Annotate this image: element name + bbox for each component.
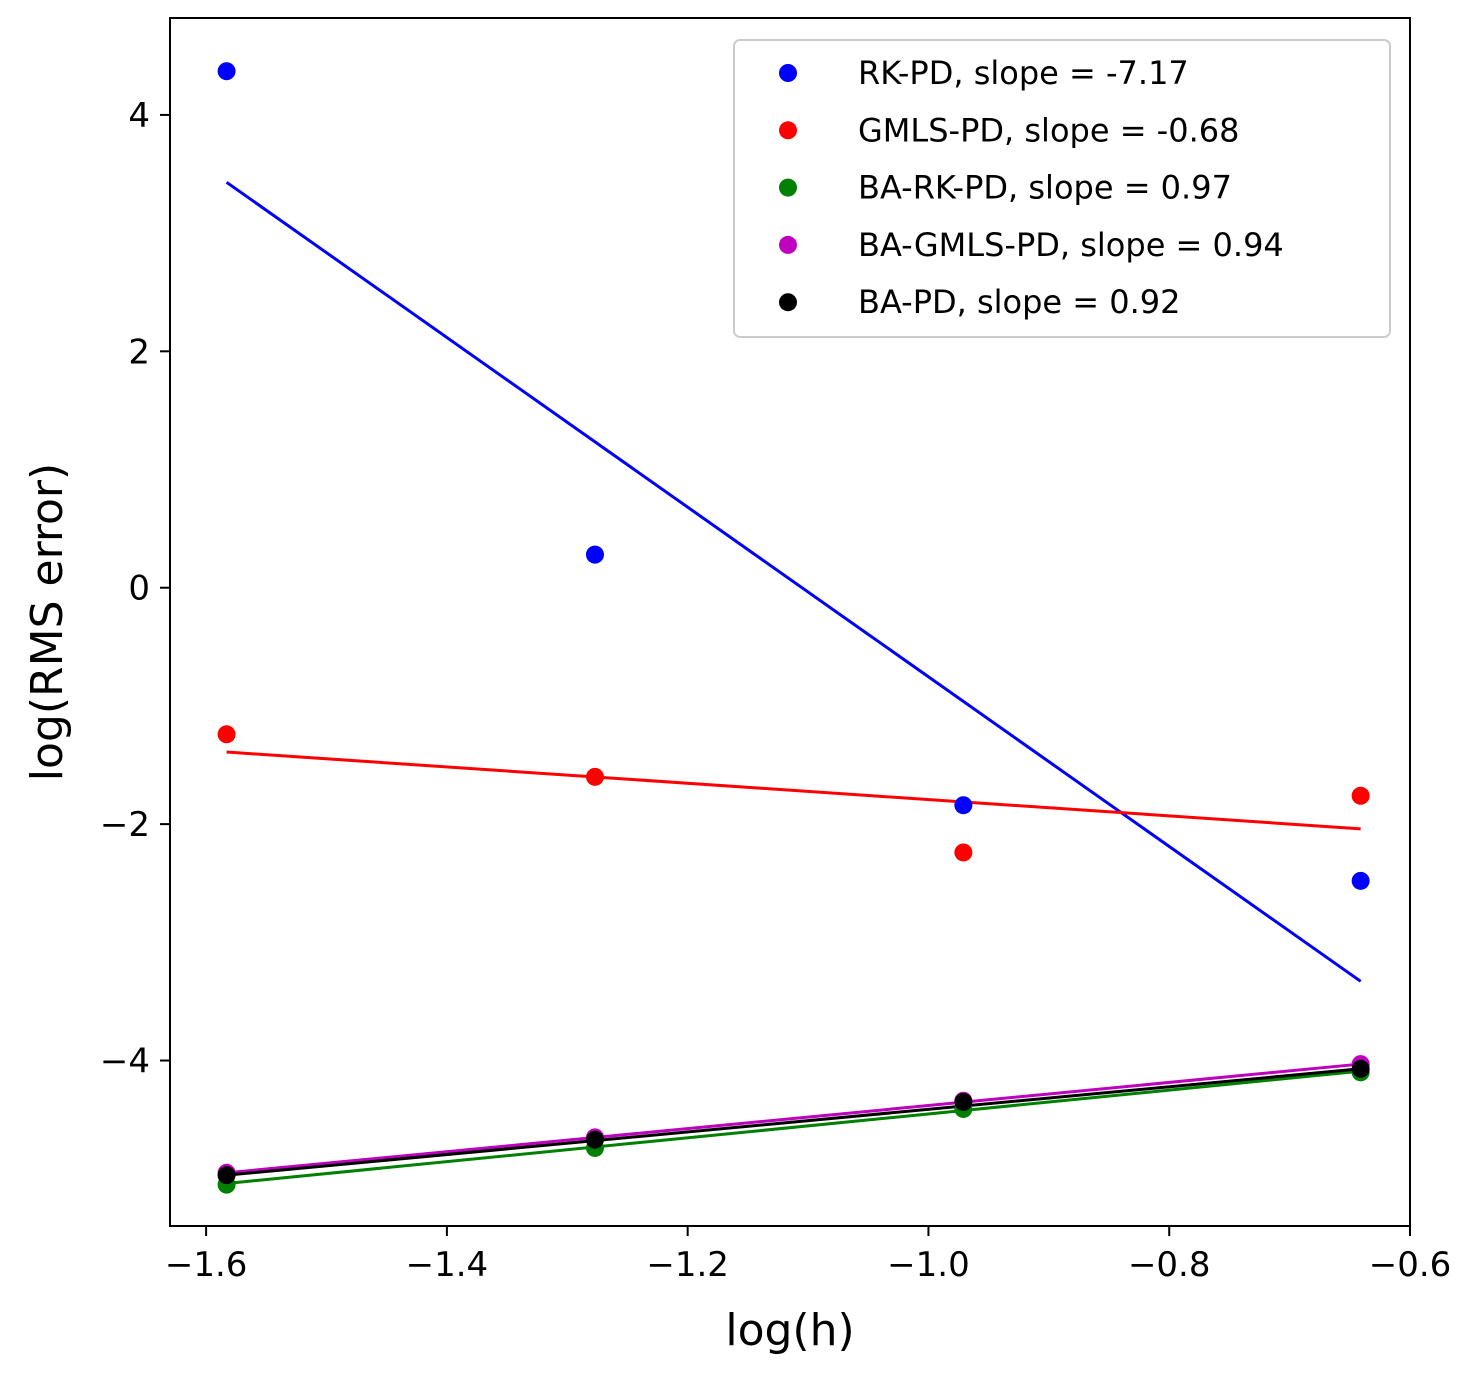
fit-line-series-4 — [226, 1062, 1361, 1175]
legend-label: BA-PD, slope = 0.92 — [858, 283, 1181, 321]
point-series-5 — [1351, 1059, 1370, 1078]
x-tick-label: −1.6 — [165, 1245, 248, 1285]
fit-line-series-5 — [226, 1067, 1361, 1177]
x-tick-label: −1.0 — [887, 1245, 970, 1285]
x-tick-label: −1.4 — [406, 1245, 489, 1285]
legend-marker — [779, 64, 797, 82]
y-tick-label: −4 — [100, 1042, 150, 1082]
legend-marker — [779, 178, 797, 197]
legend-label: BA-GMLS-PD, slope = 0.94 — [858, 226, 1284, 264]
legend-label: BA-RK-PD, slope = 0.97 — [858, 169, 1232, 207]
legend-marker — [779, 293, 797, 312]
y-axis-label: log(RMS error) — [22, 463, 73, 781]
legend-label: GMLS-PD, slope = -0.68 — [858, 111, 1239, 149]
point-series-5 — [217, 1166, 236, 1185]
fit-lines — [225, 181, 1362, 1185]
point-series-1 — [1351, 871, 1370, 890]
legend-entries: RK-PD, slope = -7.17 GMLS-PD, slope = -0.… — [779, 54, 1284, 321]
legend-box — [733, 39, 1391, 338]
point-series-2 — [1351, 786, 1370, 805]
x-tick-label: −1.2 — [646, 1245, 729, 1285]
legend-marker — [779, 235, 797, 254]
point-series-5 — [954, 1092, 973, 1111]
fit-line-series-3 — [226, 1069, 1361, 1185]
x-axis-label: log(h) — [725, 1305, 854, 1356]
point-series-1 — [954, 796, 973, 815]
fit-line-series-1 — [225, 181, 1362, 983]
y-tick-label: −2 — [100, 805, 150, 845]
point-series-5 — [585, 1130, 604, 1149]
point-series-2 — [217, 725, 236, 744]
point-series-1 — [217, 62, 236, 81]
x-tick-label: −0.6 — [1369, 1245, 1452, 1285]
y-tick-label: 4 — [128, 96, 150, 136]
y-tick-label: 0 — [128, 569, 150, 609]
point-series-2 — [954, 843, 973, 862]
x-tick-label: −0.8 — [1128, 1245, 1211, 1285]
legend-marker — [779, 121, 797, 140]
y-axis-ticks: 4 2 0 −2 −4 — [100, 96, 170, 1082]
point-series-1 — [585, 545, 604, 564]
y-tick-label: 2 — [128, 332, 150, 372]
plot-frame — [169, 17, 1411, 1227]
legend: RK-PD, slope = -7.17 GMLS-PD, slope = -0.… — [733, 39, 1391, 338]
point-series-2 — [585, 767, 604, 786]
legend-label: RK-PD, slope = -7.17 — [858, 54, 1189, 92]
data-points — [217, 62, 1370, 1194]
x-axis-ticks: −1.6 −1.4 −1.2 −1.0 −0.8 −0.6 — [165, 1226, 1451, 1285]
fit-line-series-2 — [226, 750, 1361, 831]
